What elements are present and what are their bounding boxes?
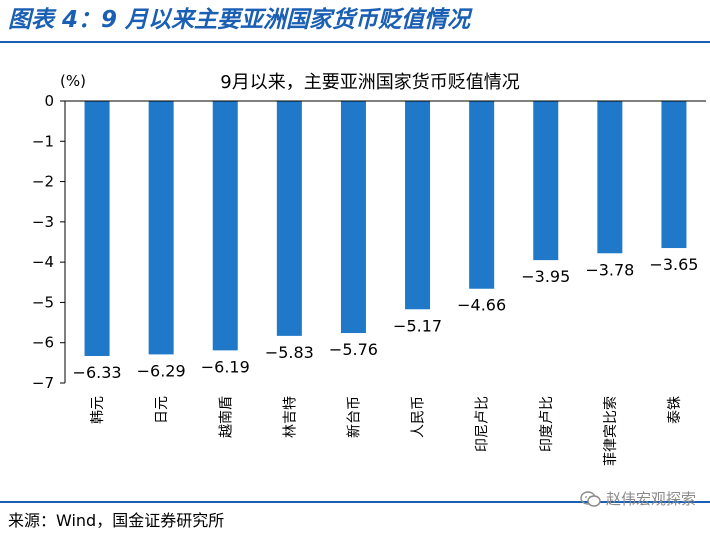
data-label: −3.65 (649, 255, 698, 274)
data-label: −3.95 (521, 267, 570, 286)
y-tick-label: 0 (44, 92, 54, 110)
y-axis: 0 −1 −2 −3 −4 −5 −6 −7 (32, 92, 65, 392)
x-category-label: 日元 (154, 396, 170, 424)
x-category-label: 印度卢比 (539, 396, 555, 452)
bar (148, 101, 174, 355)
bar (469, 101, 495, 289)
bar-chart: 9月以来，主要亚洲国家货币贬值情况 (%) 0 −1 −2 −3 −4 −5 −6 −7 −6… (32, 72, 706, 466)
y-tick-label: −6 (32, 334, 54, 352)
data-label: −3.78 (585, 260, 634, 279)
data-label: −5.83 (265, 343, 314, 362)
bar (597, 101, 623, 254)
y-tick-label: −7 (32, 374, 54, 392)
x-axis: 韩元 日元 越南盾 林吉特 新台币 人民币 印尼卢比 印度卢比 菲律宾比索 泰铢 (90, 396, 683, 466)
bar (661, 101, 687, 249)
bar (276, 101, 302, 336)
x-category-label: 林吉特 (282, 396, 298, 438)
data-label: −6.19 (201, 357, 250, 376)
data-label: −5.17 (393, 316, 442, 335)
footer-divider (0, 501, 710, 503)
wechat-icon (580, 490, 601, 507)
data-label: −4.66 (457, 296, 506, 315)
bars-group (84, 101, 687, 357)
y-tick-label: −5 (32, 293, 54, 311)
data-label: −5.76 (329, 340, 378, 359)
y-tick-label: −3 (32, 213, 54, 231)
chart-title: 9月以来，主要亚洲国家货币贬值情况 (220, 72, 519, 93)
y-axis-label: (%) (60, 72, 86, 90)
y-tick-label: −4 (32, 253, 54, 271)
x-category-label: 印尼卢比 (475, 396, 491, 452)
data-label: −6.33 (73, 363, 122, 382)
bar (340, 101, 366, 334)
x-category-label: 泰铢 (667, 396, 683, 424)
y-tick-label: −2 (32, 173, 54, 191)
bar (212, 101, 238, 351)
x-category-label: 新台币 (346, 396, 362, 438)
figure-title: 图表 4：9 月以来主要亚洲国家货币贬值情况 (8, 7, 471, 33)
y-tick-label: −1 (32, 132, 54, 150)
data-labels: −6.33 −6.29 −6.19 −5.83 −5.76 −5.17 −4.66 −3.95… (73, 255, 699, 382)
x-category-label: 人民币 (411, 396, 427, 438)
bar (533, 101, 559, 261)
bar (84, 101, 110, 357)
x-category-label: 越南盾 (218, 396, 234, 438)
x-category-label: 菲律宾比索 (602, 396, 619, 466)
data-label: −6.29 (137, 361, 186, 380)
x-category-label: 韩元 (90, 396, 106, 424)
bar (405, 101, 431, 310)
title-divider (0, 41, 710, 43)
watermark-text: 赵伟宏观探索 (605, 490, 696, 508)
watermark: 赵伟宏观探索 (580, 488, 696, 509)
source-note: 来源：Wind，国金证券研究所 (8, 511, 225, 530)
